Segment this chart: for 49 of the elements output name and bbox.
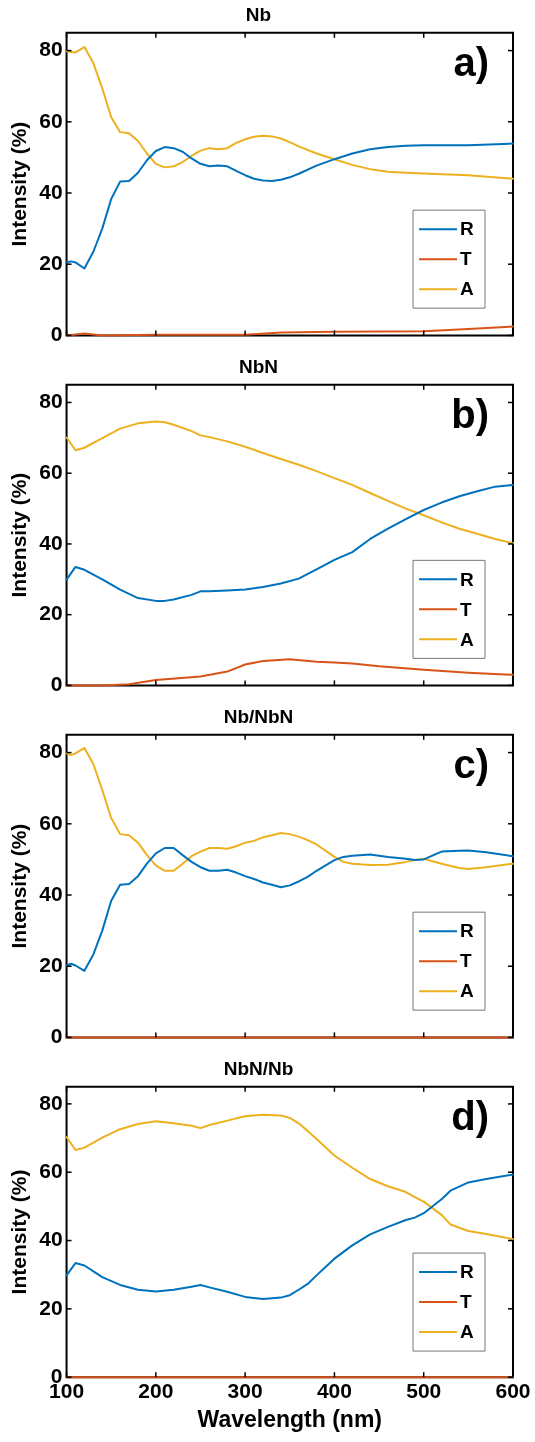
y-tick-label: 40 (39, 179, 63, 203)
y-tick-label: 80 (39, 739, 63, 763)
annotation: c) (453, 741, 489, 786)
y-tick-label: 60 (39, 810, 63, 834)
legend-label: T (460, 950, 472, 972)
annotation: a) (453, 39, 489, 84)
annotation: d) (451, 1093, 489, 1138)
x-tick-label: 300 (227, 1378, 263, 1402)
y-tick-label: 40 (39, 1227, 63, 1251)
y-tick-label: 0 (50, 1024, 63, 1048)
y-axis-title: Intensity (%) (7, 121, 31, 247)
legend-label: R (460, 920, 474, 942)
x-tick-label: 400 (316, 1378, 352, 1402)
legend-label: T (460, 1291, 472, 1313)
x-axis-title: Wavelength (nm) (197, 1405, 382, 1432)
chart-title: Nb/NbN (223, 705, 294, 727)
legend-label: A (460, 1321, 474, 1343)
y-tick-label: 80 (39, 37, 63, 61)
y-axis-title: Intensity (%) (7, 1169, 31, 1295)
x-tick-label: 600 (495, 1378, 531, 1402)
legend-label: A (460, 628, 474, 650)
legend-label: R (460, 1261, 474, 1283)
y-tick-label: 40 (39, 881, 63, 905)
y-tick-label: 20 (39, 601, 63, 625)
chart-title: NbN/Nb (223, 1057, 294, 1079)
chart-title: Nb (245, 3, 272, 25)
y-tick-label: 60 (39, 460, 63, 484)
legend-label: T (460, 248, 472, 270)
legend-label: A (460, 980, 474, 1002)
legend-label: T (460, 598, 472, 620)
y-axis-title: Intensity (%) (7, 823, 31, 949)
y-tick-label: 20 (39, 251, 63, 274)
annotation: b) (451, 391, 489, 436)
y-axis-title: Intensity (%) (7, 472, 31, 598)
y-tick-label: 0 (50, 672, 63, 696)
y-tick-label: 0 (50, 322, 63, 346)
x-tick-label: 500 (406, 1378, 442, 1402)
y-tick-label: 60 (39, 1159, 63, 1183)
y-tick-label: 20 (39, 1295, 63, 1319)
y-tick-label: 40 (39, 530, 63, 554)
y-tick-label: 20 (39, 953, 63, 976)
y-tick-label: 80 (39, 1090, 63, 1114)
legend-label: A (460, 278, 474, 300)
legend-label: R (460, 218, 474, 240)
legend-label: R (460, 568, 474, 590)
y-tick-label: 80 (39, 389, 63, 413)
y-tick-label: 60 (39, 108, 63, 132)
chart-title: NbN (238, 355, 279, 377)
x-tick-label: 200 (138, 1378, 174, 1402)
